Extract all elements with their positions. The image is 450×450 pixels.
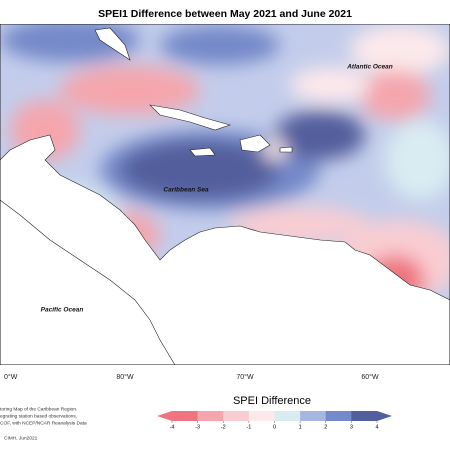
colorbar-segment [172,411,198,421]
land [94,27,131,61]
colorbar-tick-label: 3 [350,424,353,430]
land [189,147,216,157]
title: SPEI1 Difference between May 2021 and Ju… [98,8,352,20]
colorbar-tick-label: -4 [170,424,175,430]
land [0,199,176,365]
credit: toring Map of the Caribbean Region. [0,406,77,412]
colorbar-segment [325,411,352,421]
colorbar-tick-label: -1 [246,424,251,430]
colorbar-title: SPEI Difference [233,395,311,407]
ocean-label: Caribbean Sea [163,187,209,194]
colorbar-segment [223,411,250,421]
colorbar: -4 -3 -2 -1 0 1 2 3 4 [157,411,392,430]
colorbar-tick-label: -3 [195,424,200,430]
land [239,134,271,153]
colorbar-arrow [157,411,172,421]
land [149,104,232,131]
colorbar-tick-label: -2 [221,424,226,430]
colorbar-segment [351,411,378,421]
ocean-label: Atlantic Ocean [346,64,393,71]
colorbar-arrow [377,411,392,421]
colorbar-segment [300,411,327,421]
map: Atlantic Ocean Caribbean Sea Pacific Oce… [0,24,450,365]
longitude-label: 80°W [116,373,134,381]
credit: egrating station based observations, [0,413,77,419]
longitude-label: 60°W [361,373,379,381]
longitude-label: 0°W [4,373,18,381]
colorbar-segment [274,411,301,421]
colorbar-tick-label: 2 [324,424,327,430]
colorbar-tick-label: 0 [273,424,276,430]
colorbar-tick-label: 1 [299,424,302,430]
longitude-label: 70°W [236,373,254,381]
land [279,146,293,153]
colorbar-tick-label: 4 [375,424,378,430]
ocean-label: Pacific Ocean [41,307,84,314]
credit: COF, with NCEP/NCAR Reanalysis Data [0,420,87,426]
colorbar-segment [197,411,224,421]
colorbar-segment [248,411,275,421]
credit: CIMH, Jun2021 [4,435,38,441]
